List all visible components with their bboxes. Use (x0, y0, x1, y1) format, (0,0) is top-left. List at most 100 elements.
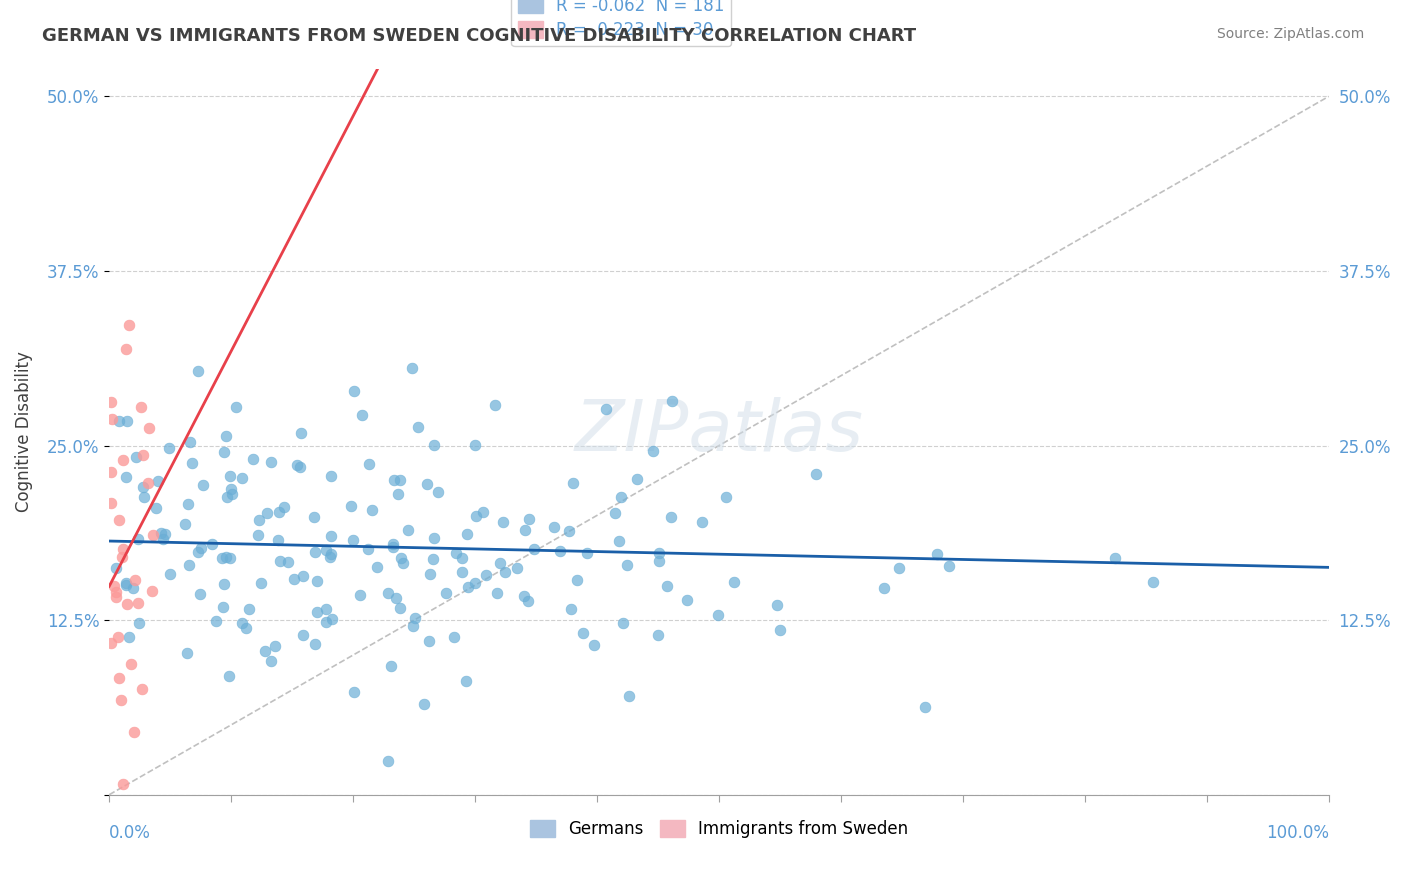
Point (350, 408, 373, 422)
Point (305, 574, 328, 588)
Point (190, 541, 212, 555)
Point (402, 618, 425, 632)
Point (464, 438, 486, 452)
Point (401, 361, 423, 376)
Point (434, 586, 457, 600)
Point (714, 491, 737, 505)
Point (100, 466, 122, 480)
Point (111, 549, 134, 564)
Point (304, 637, 326, 651)
Point (292, 569, 315, 583)
Point (558, 524, 581, 538)
Point (443, 631, 465, 645)
Point (381, 537, 404, 551)
Point (159, 567, 181, 582)
Point (231, 471, 253, 485)
Point (321, 529, 343, 543)
Point (444, 545, 467, 559)
Point (100, 496, 122, 510)
Point (157, 441, 180, 455)
Point (380, 659, 402, 673)
Point (387, 487, 409, 501)
Point (242, 452, 264, 467)
Point (247, 513, 270, 527)
Point (260, 455, 283, 469)
Point (145, 500, 167, 515)
Point (389, 550, 412, 565)
Point (343, 685, 366, 699)
Point (112, 541, 135, 556)
Point (283, 572, 305, 586)
Point (115, 578, 138, 592)
Point (120, 657, 142, 672)
Text: 100.0%: 100.0% (1265, 823, 1329, 842)
Point (285, 458, 308, 472)
Point (565, 574, 588, 588)
Point (396, 524, 419, 538)
Point (506, 561, 529, 575)
Point (938, 558, 960, 573)
Point (100, 411, 122, 425)
Point (148, 474, 170, 488)
Point (766, 598, 789, 612)
Point (806, 467, 828, 481)
Point (612, 616, 634, 631)
Point (141, 583, 163, 598)
Point (349, 588, 371, 602)
Point (253, 644, 276, 658)
Point (247, 528, 270, 542)
Point (304, 544, 326, 558)
Point (193, 477, 215, 491)
Point (342, 533, 364, 547)
Point (406, 419, 429, 434)
Point (205, 614, 228, 628)
Point (307, 605, 329, 619)
Point (103, 579, 125, 593)
Point (112, 453, 135, 467)
Point (273, 500, 295, 514)
Point (105, 561, 128, 575)
Point (513, 589, 536, 603)
Point (768, 623, 790, 637)
Point (176, 496, 198, 510)
Point (318, 550, 340, 565)
Point (707, 607, 730, 622)
Point (513, 523, 536, 537)
Point (548, 544, 571, 558)
Point (100, 395, 122, 409)
Point (416, 477, 439, 491)
Point (1104, 550, 1126, 565)
Point (343, 384, 366, 399)
Point (269, 554, 291, 568)
Point (388, 600, 411, 615)
Point (212, 599, 235, 614)
Point (129, 400, 152, 414)
Point (451, 565, 474, 579)
Point (225, 400, 247, 414)
Point (419, 567, 441, 582)
Point (357, 457, 380, 471)
Point (136, 475, 159, 490)
Point (404, 610, 426, 624)
Point (107, 630, 129, 644)
Point (187, 545, 209, 559)
Point (264, 639, 287, 653)
Point (392, 556, 415, 570)
Point (576, 546, 599, 560)
Point (152, 532, 174, 546)
Point (115, 414, 138, 428)
Point (315, 543, 337, 558)
Point (221, 487, 243, 501)
Point (659, 510, 682, 524)
Point (488, 557, 510, 571)
Point (125, 450, 148, 464)
Point (450, 551, 472, 566)
Point (572, 626, 595, 640)
Point (464, 575, 486, 590)
Point (321, 469, 343, 483)
Point (131, 681, 153, 696)
Point (366, 560, 388, 574)
Point (153, 527, 176, 541)
Point (456, 526, 478, 541)
Point (302, 509, 325, 524)
